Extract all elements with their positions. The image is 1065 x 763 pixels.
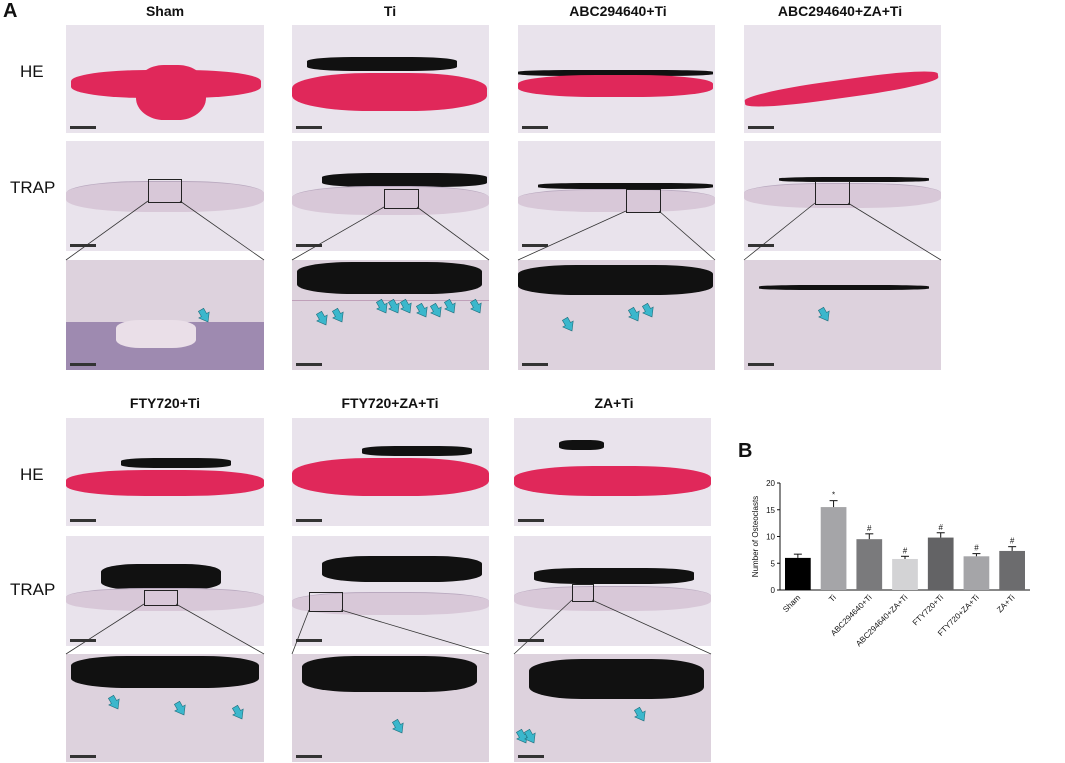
title-abc-za-ti: ABC294640+ZA+Ti bbox=[777, 3, 903, 19]
zoom-image-abc-ti bbox=[518, 260, 715, 370]
bar bbox=[785, 557, 811, 590]
significance-mark: * bbox=[832, 491, 835, 500]
he-image-fty-ti bbox=[66, 418, 264, 526]
title-abc-ti: ABC294640+Ti bbox=[569, 3, 667, 19]
trap-image-abc-za-ti bbox=[744, 141, 941, 251]
significance-mark: # bbox=[938, 523, 943, 532]
zoom-image-ti bbox=[292, 260, 489, 370]
trap-image-sham bbox=[66, 141, 264, 251]
y-axis-label: Number of Osteoclasts bbox=[751, 496, 760, 577]
panel-a-letter: A bbox=[3, 0, 18, 22]
bar bbox=[963, 556, 990, 590]
zoom-image-fty-za-ti bbox=[292, 654, 489, 762]
y-tick-label: 0 bbox=[771, 586, 776, 595]
x-tick-label: ZA+Ti bbox=[995, 593, 1017, 615]
he-image-abc-ti bbox=[518, 25, 715, 133]
x-tick-label: Ti bbox=[827, 593, 838, 604]
y-tick-label: 5 bbox=[771, 559, 776, 568]
title-fty-za-ti: FTY720+ZA+Ti bbox=[341, 395, 439, 411]
osteoclast-bar-chart: 0 5 10 15 20 Number of Osteoclasts Sham * Ti # ABC… bbox=[700, 465, 1060, 695]
osteoclast-arrows bbox=[315, 298, 482, 326]
y-tick-label: 20 bbox=[766, 479, 775, 488]
bar bbox=[820, 507, 847, 590]
x-tick-label: FTY720+Ti bbox=[911, 593, 945, 627]
title-za-ti: ZA+Ti bbox=[594, 395, 634, 411]
title-ti: Ti bbox=[383, 3, 397, 19]
significance-mark: # bbox=[1010, 537, 1015, 546]
he-image-abc-za-ti bbox=[744, 25, 941, 133]
row-label-trap-top: TRAP bbox=[10, 178, 56, 197]
he-image-za-ti bbox=[514, 418, 711, 526]
zoom-image-sham bbox=[66, 260, 264, 370]
bar bbox=[856, 539, 883, 590]
x-tick-label: Sham bbox=[781, 593, 802, 614]
significance-mark: # bbox=[903, 546, 908, 555]
trap-image-fty-ti bbox=[66, 536, 264, 646]
row-label-he-top: HE bbox=[20, 62, 44, 81]
he-image-fty-za-ti bbox=[292, 418, 489, 526]
trap-image-abc-ti bbox=[518, 141, 715, 251]
y-tick-label: 15 bbox=[766, 506, 775, 515]
zoom-image-za-ti bbox=[514, 654, 711, 762]
row-label-trap-bottom: TRAP bbox=[10, 580, 56, 599]
bar bbox=[999, 550, 1025, 590]
title-fty-ti: FTY720+Ti bbox=[129, 395, 201, 411]
he-image-ti bbox=[292, 25, 489, 133]
bar bbox=[927, 537, 954, 590]
panel-b-letter: B bbox=[738, 440, 753, 462]
trap-image-ti bbox=[292, 141, 489, 251]
y-tick-label: 10 bbox=[766, 533, 775, 542]
trap-image-fty-za-ti bbox=[292, 536, 489, 646]
trap-image-za-ti bbox=[514, 536, 711, 646]
bar bbox=[892, 558, 918, 590]
row-label-he-bottom: HE bbox=[20, 465, 44, 484]
he-image-sham bbox=[66, 25, 264, 133]
significance-mark: # bbox=[974, 544, 979, 553]
zoom-image-fty-ti bbox=[66, 654, 264, 762]
zoom-image-abc-za-ti bbox=[744, 260, 941, 370]
title-sham: Sham bbox=[145, 3, 185, 19]
significance-mark: # bbox=[867, 524, 872, 533]
